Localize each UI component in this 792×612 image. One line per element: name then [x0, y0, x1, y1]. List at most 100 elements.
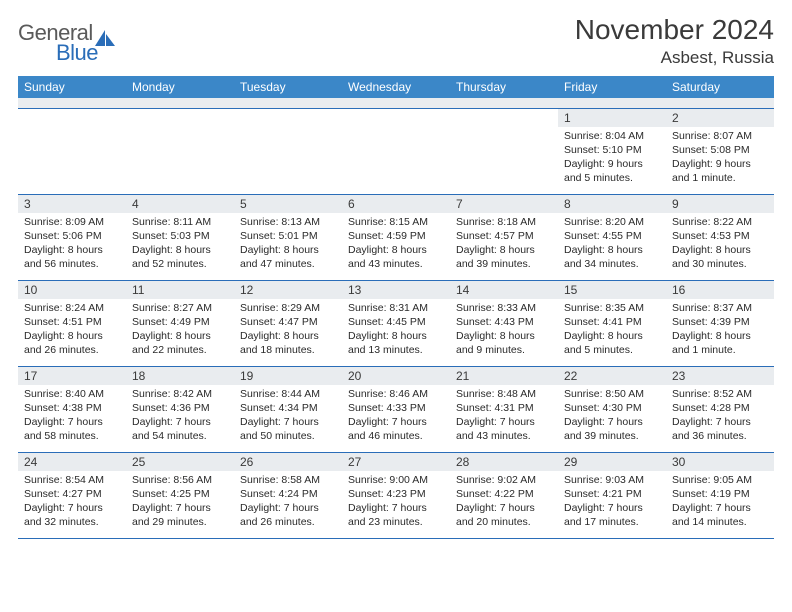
day-number: 15 — [558, 281, 666, 299]
calendar-cell: 4Sunrise: 8:11 AMSunset: 5:03 PMDaylight… — [126, 194, 234, 280]
day-body: Sunrise: 8:58 AMSunset: 4:24 PMDaylight:… — [234, 471, 342, 534]
sunset-text: Sunset: 4:47 PM — [240, 315, 336, 329]
sunset-text: Sunset: 4:25 PM — [132, 487, 228, 501]
day-number: 20 — [342, 367, 450, 385]
location: Asbest, Russia — [575, 48, 774, 68]
sunrise-text: Sunrise: 8:42 AM — [132, 387, 228, 401]
calendar-week-row: 1Sunrise: 8:04 AMSunset: 5:10 PMDaylight… — [18, 108, 774, 194]
day-body: Sunrise: 8:15 AMSunset: 4:59 PMDaylight:… — [342, 213, 450, 276]
daylight-text: Daylight: 7 hours and 36 minutes. — [672, 415, 768, 443]
day-number: 16 — [666, 281, 774, 299]
daylight-text: Daylight: 8 hours and 13 minutes. — [348, 329, 444, 357]
weekday-header: Friday — [558, 76, 666, 98]
daylight-text: Daylight: 7 hours and 14 minutes. — [672, 501, 768, 529]
daylight-text: Daylight: 8 hours and 39 minutes. — [456, 243, 552, 271]
day-body: Sunrise: 8:04 AMSunset: 5:10 PMDaylight:… — [558, 127, 666, 190]
weekday-header: Saturday — [666, 76, 774, 98]
calendar-week-row: 3Sunrise: 8:09 AMSunset: 5:06 PMDaylight… — [18, 194, 774, 280]
day-number — [450, 109, 558, 113]
calendar-cell: 14Sunrise: 8:33 AMSunset: 4:43 PMDayligh… — [450, 280, 558, 366]
day-body: Sunrise: 8:35 AMSunset: 4:41 PMDaylight:… — [558, 299, 666, 362]
daylight-text: Daylight: 7 hours and 54 minutes. — [132, 415, 228, 443]
sunset-text: Sunset: 4:57 PM — [456, 229, 552, 243]
sunrise-text: Sunrise: 8:46 AM — [348, 387, 444, 401]
sunrise-text: Sunrise: 8:13 AM — [240, 215, 336, 229]
sunset-text: Sunset: 5:08 PM — [672, 143, 768, 157]
day-body: Sunrise: 8:24 AMSunset: 4:51 PMDaylight:… — [18, 299, 126, 362]
day-number: 14 — [450, 281, 558, 299]
day-body: Sunrise: 8:22 AMSunset: 4:53 PMDaylight:… — [666, 213, 774, 276]
day-body: Sunrise: 8:44 AMSunset: 4:34 PMDaylight:… — [234, 385, 342, 448]
calendar-cell — [450, 108, 558, 194]
day-number: 26 — [234, 453, 342, 471]
daylight-text: Daylight: 7 hours and 46 minutes. — [348, 415, 444, 443]
daylight-text: Daylight: 7 hours and 23 minutes. — [348, 501, 444, 529]
day-number: 3 — [18, 195, 126, 213]
sunset-text: Sunset: 4:38 PM — [24, 401, 120, 415]
day-body: Sunrise: 8:27 AMSunset: 4:49 PMDaylight:… — [126, 299, 234, 362]
day-number — [234, 109, 342, 113]
sunset-text: Sunset: 5:10 PM — [564, 143, 660, 157]
calendar-week-row: 10Sunrise: 8:24 AMSunset: 4:51 PMDayligh… — [18, 280, 774, 366]
calendar-cell: 19Sunrise: 8:44 AMSunset: 4:34 PMDayligh… — [234, 366, 342, 452]
sunrise-text: Sunrise: 8:22 AM — [672, 215, 768, 229]
day-number: 30 — [666, 453, 774, 471]
sunset-text: Sunset: 4:23 PM — [348, 487, 444, 501]
sunset-text: Sunset: 4:41 PM — [564, 315, 660, 329]
sunset-text: Sunset: 4:27 PM — [24, 487, 120, 501]
sunset-text: Sunset: 4:55 PM — [564, 229, 660, 243]
sunrise-text: Sunrise: 8:18 AM — [456, 215, 552, 229]
sunrise-text: Sunrise: 8:09 AM — [24, 215, 120, 229]
day-number — [126, 109, 234, 113]
sunrise-text: Sunrise: 8:04 AM — [564, 129, 660, 143]
calendar-cell: 1Sunrise: 8:04 AMSunset: 5:10 PMDaylight… — [558, 108, 666, 194]
day-number: 22 — [558, 367, 666, 385]
day-number: 24 — [18, 453, 126, 471]
sunrise-text: Sunrise: 8:44 AM — [240, 387, 336, 401]
sunrise-text: Sunrise: 8:54 AM — [24, 473, 120, 487]
calendar-cell: 10Sunrise: 8:24 AMSunset: 4:51 PMDayligh… — [18, 280, 126, 366]
day-body: Sunrise: 8:37 AMSunset: 4:39 PMDaylight:… — [666, 299, 774, 362]
day-number: 27 — [342, 453, 450, 471]
day-body: Sunrise: 8:42 AMSunset: 4:36 PMDaylight:… — [126, 385, 234, 448]
calendar-cell — [342, 108, 450, 194]
sunrise-text: Sunrise: 9:05 AM — [672, 473, 768, 487]
title-block: November 2024 Asbest, Russia — [575, 14, 774, 68]
day-number: 11 — [126, 281, 234, 299]
daylight-text: Daylight: 8 hours and 22 minutes. — [132, 329, 228, 357]
day-body: Sunrise: 8:48 AMSunset: 4:31 PMDaylight:… — [450, 385, 558, 448]
day-number: 21 — [450, 367, 558, 385]
sunrise-text: Sunrise: 8:27 AM — [132, 301, 228, 315]
day-number — [342, 109, 450, 113]
day-number: 18 — [126, 367, 234, 385]
day-number: 6 — [342, 195, 450, 213]
sunset-text: Sunset: 4:31 PM — [456, 401, 552, 415]
calendar-cell: 23Sunrise: 8:52 AMSunset: 4:28 PMDayligh… — [666, 366, 774, 452]
daylight-text: Daylight: 7 hours and 43 minutes. — [456, 415, 552, 443]
day-body: Sunrise: 9:05 AMSunset: 4:19 PMDaylight:… — [666, 471, 774, 534]
calendar-cell: 18Sunrise: 8:42 AMSunset: 4:36 PMDayligh… — [126, 366, 234, 452]
sunrise-text: Sunrise: 8:56 AM — [132, 473, 228, 487]
daylight-text: Daylight: 7 hours and 32 minutes. — [24, 501, 120, 529]
sunrise-text: Sunrise: 8:31 AM — [348, 301, 444, 315]
calendar-cell: 5Sunrise: 8:13 AMSunset: 5:01 PMDaylight… — [234, 194, 342, 280]
sunset-text: Sunset: 5:01 PM — [240, 229, 336, 243]
calendar-cell: 11Sunrise: 8:27 AMSunset: 4:49 PMDayligh… — [126, 280, 234, 366]
sunrise-text: Sunrise: 8:52 AM — [672, 387, 768, 401]
daylight-text: Daylight: 9 hours and 1 minute. — [672, 157, 768, 185]
daylight-text: Daylight: 8 hours and 30 minutes. — [672, 243, 768, 271]
sunset-text: Sunset: 4:28 PM — [672, 401, 768, 415]
calendar-cell: 20Sunrise: 8:46 AMSunset: 4:33 PMDayligh… — [342, 366, 450, 452]
calendar-cell: 28Sunrise: 9:02 AMSunset: 4:22 PMDayligh… — [450, 452, 558, 538]
day-body: Sunrise: 8:52 AMSunset: 4:28 PMDaylight:… — [666, 385, 774, 448]
sunrise-text: Sunrise: 8:33 AM — [456, 301, 552, 315]
logo: GeneralBlue — [18, 14, 115, 66]
sunrise-text: Sunrise: 9:00 AM — [348, 473, 444, 487]
sunrise-text: Sunrise: 8:40 AM — [24, 387, 120, 401]
calendar-cell — [126, 108, 234, 194]
calendar-cell — [18, 108, 126, 194]
calendar-cell: 22Sunrise: 8:50 AMSunset: 4:30 PMDayligh… — [558, 366, 666, 452]
day-body: Sunrise: 8:29 AMSunset: 4:47 PMDaylight:… — [234, 299, 342, 362]
weekday-header: Sunday — [18, 76, 126, 98]
calendar-cell: 9Sunrise: 8:22 AMSunset: 4:53 PMDaylight… — [666, 194, 774, 280]
